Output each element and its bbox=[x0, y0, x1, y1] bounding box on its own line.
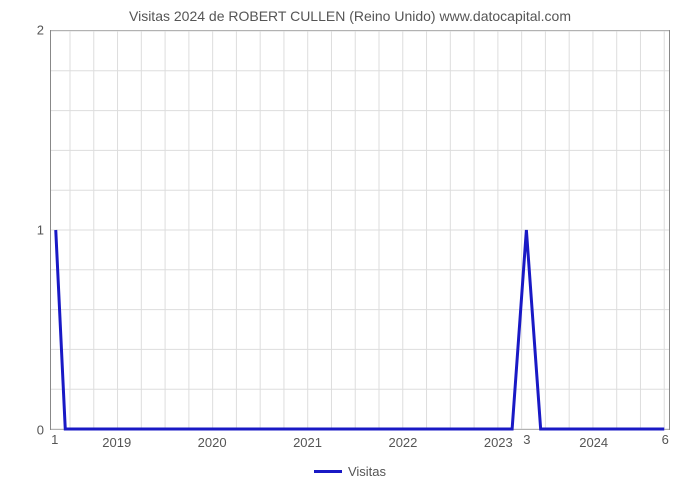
plot-area bbox=[50, 30, 670, 430]
data-point-label: 3 bbox=[523, 432, 530, 447]
x-tick-label: 2020 bbox=[198, 435, 227, 450]
legend-swatch bbox=[314, 470, 342, 473]
x-tick-label: 2021 bbox=[293, 435, 322, 450]
y-tick-label: 2 bbox=[14, 23, 44, 38]
legend: Visitas bbox=[0, 460, 700, 479]
x-tick-label: 2019 bbox=[102, 435, 131, 450]
legend-item-visitas: Visitas bbox=[314, 464, 386, 479]
chart-title: Visitas 2024 de ROBERT CULLEN (Reino Uni… bbox=[0, 8, 700, 24]
y-tick-label: 1 bbox=[14, 223, 44, 238]
legend-label: Visitas bbox=[348, 464, 386, 479]
y-tick-label: 0 bbox=[14, 423, 44, 438]
data-point-label: 1 bbox=[51, 432, 58, 447]
data-point-label: 6 bbox=[662, 432, 669, 447]
x-tick-label: 2023 bbox=[484, 435, 513, 450]
series-visitas bbox=[56, 230, 664, 429]
data-line-svg bbox=[51, 31, 669, 429]
x-tick-label: 2024 bbox=[579, 435, 608, 450]
x-tick-label: 2022 bbox=[388, 435, 417, 450]
